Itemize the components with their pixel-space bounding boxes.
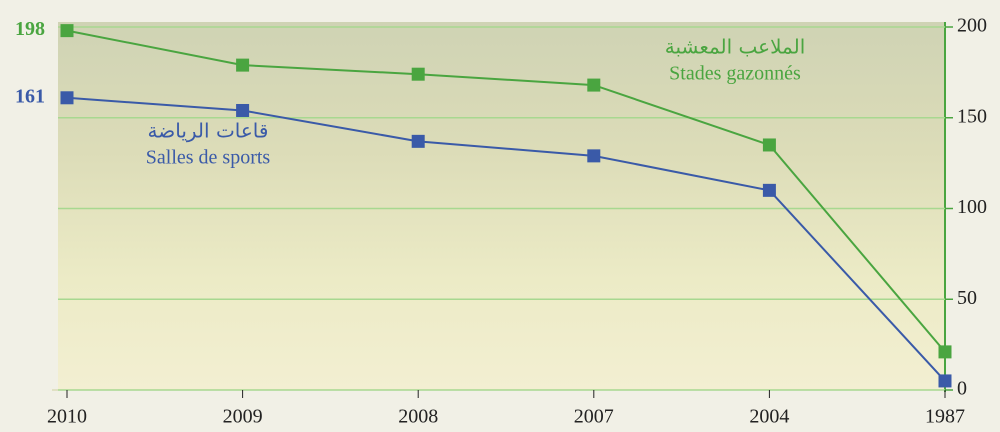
data-point: [411, 134, 425, 148]
legend-label: Stades gazonnés: [669, 63, 801, 85]
data-point: [938, 374, 952, 388]
y-tick-label: 200: [957, 15, 987, 37]
data-point: [762, 183, 776, 197]
data-point: [411, 67, 425, 81]
data-point: [236, 58, 250, 72]
plot-background: [58, 22, 945, 390]
data-point: [587, 78, 601, 92]
x-tick-label: 1987: [925, 406, 965, 428]
y-tick-label: 0: [957, 378, 967, 400]
data-point: [236, 103, 250, 117]
data-point: [762, 138, 776, 152]
series-line: [66, 29, 946, 353]
x-tick-label: 2009: [223, 406, 263, 428]
data-point: [587, 149, 601, 163]
x-tick-label: 2010: [47, 406, 87, 428]
y-tick-label: 150: [957, 105, 987, 127]
y-tick-label: 50: [957, 287, 977, 309]
legend-label: Salles de sports: [146, 147, 271, 169]
data-point: [60, 24, 74, 38]
x-tick-label: 2008: [398, 406, 438, 428]
x-tick-label: 2004: [749, 406, 789, 428]
series-line: [66, 96, 946, 382]
y-tick-label: 100: [957, 196, 987, 218]
legend-label-ar: قاعات الرياضة: [148, 119, 269, 143]
start-value-label: 161: [15, 85, 45, 107]
start-value-label: 198: [15, 18, 45, 40]
legend-label-ar: الملاعب المعشبة: [665, 35, 806, 59]
data-point: [938, 345, 952, 359]
x-tick-label: 2007: [574, 406, 614, 428]
data-point: [60, 91, 74, 105]
